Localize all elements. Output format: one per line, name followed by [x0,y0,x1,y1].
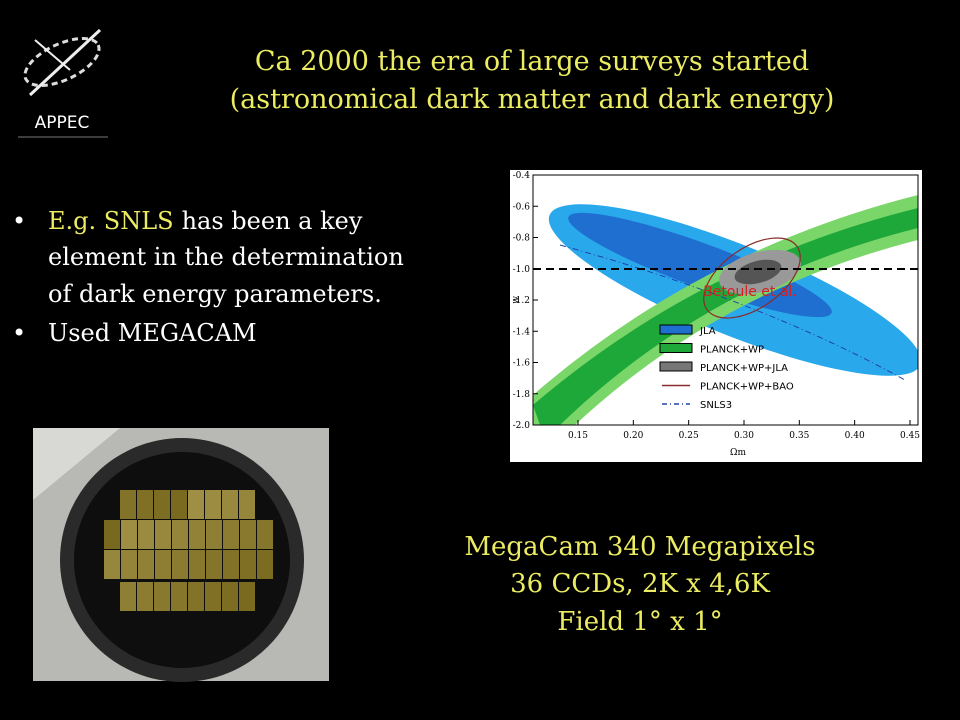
bullet-dot: • [12,207,26,235]
y-tick-label: -0.4 [513,171,531,181]
y-tick-label: -1.6 [513,359,531,369]
contours [533,195,918,425]
legend-label: PLANCK+WP [700,345,764,356]
caption-line: 36 CCDs, 2K x 4,6K [510,569,770,599]
y-tick-label: -1.4 [513,327,531,337]
y-tick-label: -2.0 [513,421,531,431]
ccd [172,520,188,549]
ccd [239,582,255,611]
ccd [222,490,238,519]
x-tick-label: 0.40 [845,431,865,441]
ccd [155,550,171,579]
ccd [121,520,137,549]
ccd [206,550,222,579]
caption-line: Field 1° x 1° [557,607,722,637]
ccd [171,490,187,519]
x-label: Ωm [730,448,746,458]
ccd [154,582,170,611]
bao-contour [703,237,801,319]
y-label: w [511,296,521,304]
x-tick-label: 0.15 [568,431,588,441]
ccd [240,520,256,549]
ccd [189,520,205,549]
x-tick-label: 0.45 [900,431,920,441]
ccd [120,582,136,611]
legend-swatch [659,324,693,335]
legend-swatch [659,343,693,353]
ccd [138,520,154,549]
ccd [240,550,256,579]
annotation: Betoule et al. [703,284,797,300]
ccd [189,550,205,579]
bullet-text: E.g. SNLS has been a key [48,207,363,235]
ccd [120,490,136,519]
legend-label: PLANCK+WP+BAO [700,382,794,393]
planck-inner [533,208,918,425]
ccd [222,582,238,611]
y-tick-label: -1.8 [513,390,531,400]
logo-text: APPEC [35,113,90,133]
caption-line: MegaCam 340 Megapixels [464,532,815,562]
photo [33,428,329,682]
combined-inner [734,259,782,285]
ccd [137,582,153,611]
legend-label: PLANCK+WP+JLA [700,363,788,374]
bullet-line: of dark energy parameters. [48,280,382,308]
ccd [205,490,221,519]
ccd [104,550,120,579]
ccd [257,550,273,579]
legend-label: JLA [699,326,716,337]
bullet-line: element in the determination [48,243,404,271]
legend-swatch [659,361,693,372]
x-tick-label: 0.35 [789,431,809,441]
ccd [155,520,171,549]
bullet-line: has been a key [182,207,363,235]
bullet-dot: • [12,319,26,347]
ccd [223,550,239,579]
title-line: (astronomical dark matter and dark energ… [230,84,835,115]
ccd [104,520,120,549]
ccd [138,550,154,579]
bullet-line: Used MEGACAM [48,319,257,347]
ccd [223,520,239,549]
logo: APPEC [18,28,108,138]
y-tick-label: -0.6 [513,202,531,212]
y-tick-label: -0.8 [513,234,531,244]
legend-label: SNLS3 [700,400,732,411]
title-line: Ca 2000 the era of large surveys started [255,46,809,77]
x-tick-label: 0.25 [679,431,699,441]
ccd [206,520,222,549]
y-tick-label: -1.0 [513,265,531,275]
ccd [137,490,153,519]
figure: Betoule et al. w Ωm -0.4 -0.6 -0.8 -1.0 -1.2… [510,170,922,462]
ccd [154,490,170,519]
ccd [239,490,255,519]
ccd [188,490,204,519]
ccd [171,582,187,611]
ccd [205,582,221,611]
ccd [172,550,188,579]
bullet-highlight: E.g. SNLS [48,207,174,235]
ccd [257,520,273,549]
snls3-contour [559,244,906,381]
y-tick-label: -1.2 [513,296,530,306]
ccd [121,550,137,579]
x-tick-label: 0.20 [623,431,643,441]
ccd [188,582,204,611]
x-tick-label: 0.30 [734,431,754,441]
